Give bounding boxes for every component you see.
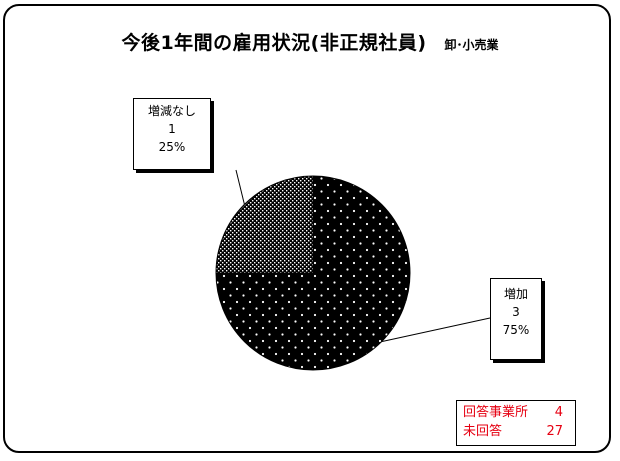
- slice-label-percent: 75%: [502, 323, 530, 337]
- leader-line: [235, 169, 245, 205]
- chart-title: 今後1年間の雇用状況(非正規社員): [121, 32, 427, 54]
- slice-label-name: 増減なし: [147, 104, 196, 118]
- responded-label: 回答事業所: [463, 405, 529, 420]
- slice-label-increase: 増加 3 75%: [490, 278, 542, 360]
- slice-label-percent: 25%: [158, 140, 186, 154]
- responded-row: 回答事業所 4: [463, 403, 569, 422]
- unanswered-value: 27: [546, 424, 563, 439]
- unanswered-label: 未回答: [463, 424, 503, 439]
- chart-subtitle: 卸･小売業: [444, 38, 499, 52]
- responded-value: 4: [554, 405, 563, 420]
- chart-title-block: 今後1年間の雇用状況(非正規社員) 卸･小売業: [0, 28, 620, 55]
- response-stats-box: 回答事業所 4 未回答 27: [456, 400, 576, 446]
- pie-slice-no-change: [215, 175, 314, 274]
- slice-label-value: 3: [512, 305, 520, 319]
- slice-label-no-change: 増減なし 1 25%: [133, 98, 211, 170]
- unanswered-row: 未回答 27: [463, 422, 569, 441]
- slice-label-name: 増加: [503, 287, 528, 301]
- leader-line: [381, 317, 491, 343]
- slice-label-value: 1: [168, 122, 176, 136]
